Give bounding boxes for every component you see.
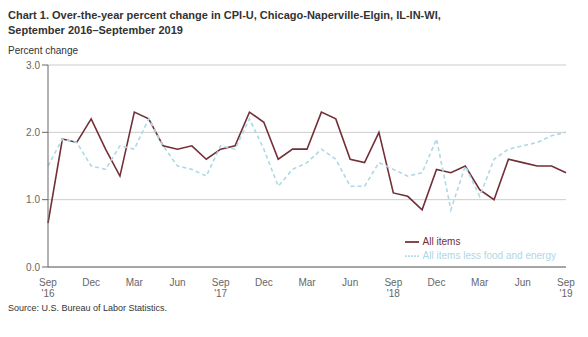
- html-text:Source: U.S. Bureau of Labor S: Source: U.S. Bureau of Labor Statistics.: [8, 303, 168, 313]
- svg-text:Jun: Jun: [515, 277, 531, 288]
- svg-text:Jun: Jun: [342, 277, 358, 288]
- html-text:Percent change: Percent change: [8, 45, 79, 56]
- svg-text:Sep'16: Sep'16: [39, 277, 57, 299]
- svg-text:Dec: Dec: [82, 277, 100, 288]
- html-text:Chart 1. Over-the-year percent: Chart 1. Over-the-year percent change in…: [8, 9, 441, 36]
- svg-text:Dec: Dec: [255, 277, 273, 288]
- svg-text:Sep'19: Sep'19: [557, 277, 575, 299]
- svg-text:1.0: 1.0: [26, 194, 40, 205]
- svg-text:Mar: Mar: [298, 277, 316, 288]
- svg-text:Mar: Mar: [126, 277, 144, 288]
- svg-text:0.0: 0.0: [26, 262, 40, 273]
- svg-text:3.0: 3.0: [26, 60, 40, 71]
- svg-text:Dec: Dec: [428, 277, 446, 288]
- svg-text:2.0: 2.0: [26, 127, 40, 138]
- svg-text:Mar: Mar: [471, 277, 489, 288]
- svg-text:Sep'18: Sep'18: [384, 277, 402, 299]
- svg-text:Jun: Jun: [169, 277, 185, 288]
- html-text:All items less food and energy: All items less food and energy: [422, 249, 556, 261]
- svg-text:Sep'17: Sep'17: [212, 277, 230, 299]
- html-text:All items: All items: [422, 235, 461, 247]
